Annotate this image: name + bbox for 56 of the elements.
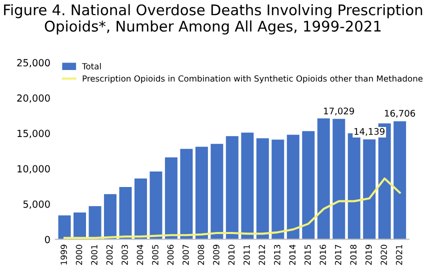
bar [286,134,300,240]
bar [88,206,102,240]
x-tick-label: 2010 [228,244,235,265]
x-tick-label: 2021 [396,244,402,265]
x-tick-label: 2003 [122,244,128,265]
bar [256,138,269,240]
bar [210,144,224,240]
data-label: 14,139 [354,128,384,136]
bar [164,157,178,240]
x-tick-label: 2007 [182,244,189,265]
x-tick-label: 2001 [91,244,98,265]
bar [58,215,71,240]
bar [150,171,162,240]
bar [180,148,193,240]
bar [104,194,116,240]
x-tick-label: 2017 [334,244,342,265]
bar [317,118,330,240]
x-tick-label: 1999 [60,244,67,265]
legend-label: Total [82,62,101,70]
x-tick-label: 2005 [152,244,158,265]
line-series [63,177,401,239]
x-tick-label: 2000 [76,244,82,265]
x-tick-label: 2012 [258,245,266,265]
bar [241,132,254,240]
x-tick-label: 2004 [136,244,144,265]
y-tick-label: 20,000 [17,94,50,103]
bar [394,121,406,240]
x-tick-label: 2014 [289,244,296,265]
x-tick-label: 2018 [350,244,357,265]
x-tick-label: 2008 [198,244,204,265]
y-tick-label: 5,000 [23,200,50,209]
y-tick-label: 0 [44,236,50,244]
bar [119,187,132,240]
x-tick-label: 2011 [244,244,250,265]
bar [134,178,147,240]
legend-label: Prescription Opioids in Combination with Synthetic Opioids other than Methadone [82,75,423,84]
y-tick-label: 25,000 [17,59,50,68]
x-tick-label: 2020 [380,244,387,265]
data-label: 16,706 [385,110,416,118]
x-tick-label: 2013 [274,244,280,265]
x-tick-label: 2006 [167,244,174,265]
y-tick-label: 15,000 [18,130,50,138]
x-tick-label: 2002 [106,245,113,265]
x-tick-label: 2015 [304,244,311,265]
x-tick-label: 2009 [213,244,220,265]
y-tick-label: 10,000 [18,165,50,174]
chart-title: Figure 4. National Overdose Deaths Involving Prescription Opioids*, Number Among All Ages, 1999-2021 [4,4,422,35]
x-tick-label: 2019 [365,244,372,265]
bar [332,118,346,240]
data-label: 17,029 [324,108,354,116]
bar [302,131,315,240]
bar [363,139,376,240]
bar [195,146,208,240]
bar [226,136,238,240]
x-tick-label: 2016 [320,244,326,265]
bar [272,140,284,240]
